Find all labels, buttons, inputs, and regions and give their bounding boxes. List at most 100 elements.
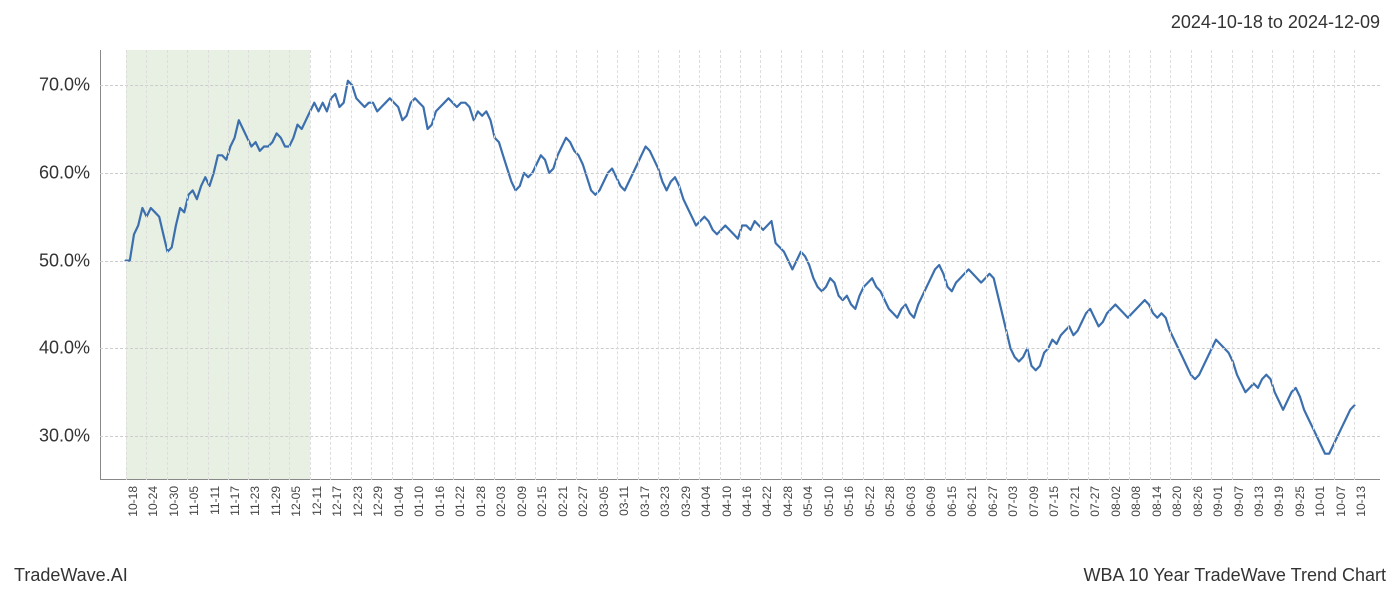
x-gridline xyxy=(1027,50,1028,480)
x-tick-label: 04-16 xyxy=(740,486,754,517)
x-tick-label: 11-11 xyxy=(208,486,222,515)
x-tick-label: 05-16 xyxy=(842,486,856,517)
x-tick-label: 03-23 xyxy=(658,486,672,517)
x-tick-label: 01-10 xyxy=(412,486,426,517)
x-tick-label: 09-07 xyxy=(1232,486,1246,517)
x-gridline xyxy=(556,50,557,480)
x-gridline xyxy=(740,50,741,480)
x-tick-label: 08-08 xyxy=(1129,486,1143,517)
x-gridline xyxy=(699,50,700,480)
x-gridline xyxy=(330,50,331,480)
x-gridline xyxy=(1150,50,1151,480)
x-tick-label: 11-17 xyxy=(228,486,242,516)
x-tick-label: 08-26 xyxy=(1191,486,1205,517)
x-tick-label: 05-04 xyxy=(801,486,815,517)
x-gridline xyxy=(453,50,454,480)
x-gridline xyxy=(924,50,925,480)
x-tick-label: 01-28 xyxy=(474,486,488,517)
x-tick-label: 04-28 xyxy=(781,486,795,517)
x-gridline xyxy=(986,50,987,480)
x-gridline xyxy=(617,50,618,480)
x-tick-label: 09-25 xyxy=(1293,486,1307,517)
x-gridline xyxy=(494,50,495,480)
x-gridline xyxy=(945,50,946,480)
x-tick-label: 10-13 xyxy=(1354,486,1368,517)
x-gridline xyxy=(781,50,782,480)
x-gridline xyxy=(535,50,536,480)
x-gridline xyxy=(1088,50,1089,480)
x-tick-label: 12-23 xyxy=(351,486,365,517)
x-gridline xyxy=(310,50,311,480)
x-tick-label: 08-14 xyxy=(1150,486,1164,517)
x-gridline xyxy=(1068,50,1069,480)
x-tick-label: 12-17 xyxy=(330,486,344,517)
x-tick-label: 06-03 xyxy=(904,486,918,517)
x-gridline xyxy=(801,50,802,480)
x-gridline xyxy=(1232,50,1233,480)
y-tick-label: 50.0% xyxy=(39,250,90,271)
x-tick-label: 07-03 xyxy=(1006,486,1020,517)
x-tick-label: 07-27 xyxy=(1088,486,1102,517)
x-tick-label: 10-01 xyxy=(1313,486,1327,517)
x-gridline xyxy=(965,50,966,480)
x-gridline xyxy=(269,50,270,480)
x-tick-label: 03-05 xyxy=(597,486,611,517)
y-tick-label: 60.0% xyxy=(39,162,90,183)
x-tick-label: 11-05 xyxy=(187,486,201,516)
x-tick-label: 07-21 xyxy=(1068,486,1082,517)
x-tick-label: 07-15 xyxy=(1047,486,1061,517)
x-tick-label: 05-22 xyxy=(863,486,877,517)
x-tick-label: 01-04 xyxy=(392,486,406,517)
x-gridline xyxy=(248,50,249,480)
x-gridline xyxy=(904,50,905,480)
x-gridline xyxy=(1006,50,1007,480)
x-tick-label: 03-11 xyxy=(617,486,631,516)
x-tick-label: 05-10 xyxy=(822,486,836,517)
x-gridline xyxy=(146,50,147,480)
x-tick-label: 06-21 xyxy=(965,486,979,517)
x-gridline xyxy=(1272,50,1273,480)
x-gridline xyxy=(597,50,598,480)
x-gridline xyxy=(187,50,188,480)
x-gridline xyxy=(1191,50,1192,480)
x-gridline xyxy=(1211,50,1212,480)
x-gridline xyxy=(1293,50,1294,480)
x-gridline xyxy=(883,50,884,480)
x-gridline xyxy=(371,50,372,480)
x-gridline xyxy=(638,50,639,480)
x-tick-label: 10-30 xyxy=(167,486,181,517)
x-gridline xyxy=(126,50,127,480)
x-gridline xyxy=(289,50,290,480)
y-tick-label: 40.0% xyxy=(39,338,90,359)
x-tick-label: 04-22 xyxy=(760,486,774,517)
x-gridline xyxy=(474,50,475,480)
x-tick-label: 12-29 xyxy=(371,486,385,517)
x-gridline xyxy=(720,50,721,480)
x-gridline xyxy=(576,50,577,480)
x-gridline xyxy=(1047,50,1048,480)
x-gridline xyxy=(515,50,516,480)
x-gridline xyxy=(1313,50,1314,480)
x-tick-label: 01-16 xyxy=(433,486,447,517)
x-gridline xyxy=(842,50,843,480)
x-gridline xyxy=(1334,50,1335,480)
x-tick-label: 10-07 xyxy=(1334,486,1348,517)
x-tick-label: 09-13 xyxy=(1252,486,1266,517)
x-tick-label: 11-29 xyxy=(269,486,283,516)
x-tick-label: 02-15 xyxy=(535,486,549,517)
x-gridline xyxy=(1170,50,1171,480)
x-gridline xyxy=(1354,50,1355,480)
x-tick-label: 06-15 xyxy=(945,486,959,517)
x-tick-label: 12-05 xyxy=(289,486,303,517)
x-tick-label: 12-11 xyxy=(310,486,324,516)
x-gridline xyxy=(167,50,168,480)
x-tick-label: 11-23 xyxy=(248,486,262,516)
x-tick-label: 04-10 xyxy=(720,486,734,517)
x-gridline xyxy=(863,50,864,480)
x-gridline xyxy=(1129,50,1130,480)
x-tick-label: 02-21 xyxy=(556,486,570,517)
x-gridline xyxy=(392,50,393,480)
x-gridline xyxy=(1252,50,1253,480)
x-gridline xyxy=(760,50,761,480)
x-tick-label: 06-09 xyxy=(924,486,938,517)
